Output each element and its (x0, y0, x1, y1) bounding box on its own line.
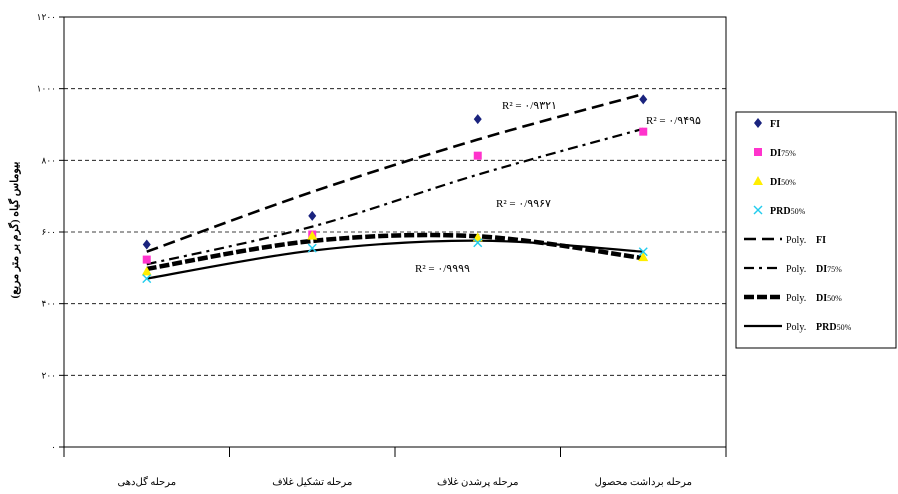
data-point-fi (473, 114, 482, 125)
legend-label-name: PRD (770, 206, 791, 217)
legend-label-prefix: Poly. (786, 293, 806, 304)
data-point-di50 (141, 266, 152, 276)
x-marker-stroke (473, 238, 483, 248)
data-point-prd50 (142, 274, 152, 284)
legend-label-pct: 75% (781, 149, 796, 158)
legend-label: FI (770, 119, 780, 130)
axes (59, 16, 727, 457)
x-marker-stroke (307, 243, 317, 253)
legend-marker (754, 148, 762, 156)
legend-label: PRD50% (770, 206, 806, 217)
r-squared-annotations: R² = ۰/۹۳۲۱ R² = ۰/۹۴۹۵ R² = ۰/۹۹۶۷ R² =… (415, 100, 701, 275)
data-point-di50 (307, 230, 318, 240)
r2-label-prd50: R² = ۰/۹۹۹۹ (415, 263, 470, 275)
y-tick-label: ۰ (51, 442, 56, 452)
category-label: مرحله پرشدن غلاف (437, 477, 519, 488)
y-tick-label: ۴۰۰ (41, 299, 56, 309)
r2-label-di75: R² = ۰/۹۴۹۵ (646, 115, 701, 127)
legend-label-prefix: Poly. (786, 264, 806, 275)
trend-line-fi (146, 92, 644, 253)
category-label: مرحله تشکیل غلاف (272, 477, 352, 488)
trend-lines (146, 92, 644, 280)
legend-label-prefix: Poly. (786, 235, 806, 246)
grid-lines (64, 16, 726, 376)
data-point-fi (639, 94, 648, 105)
legend-label: DI50% (816, 293, 842, 304)
legend-label-pct: 75% (827, 265, 842, 274)
category-labels: مرحله گل‌دهی مرحله تشکیل غلاف مرحله پرشدن … (117, 476, 692, 488)
category-label: مرحله گل‌دهی (117, 476, 176, 488)
r2-label-di50: R² = ۰/۹۹۶۷ (496, 198, 551, 210)
data-point-di75 (473, 151, 482, 160)
y-tick-label: ۶۰۰ (41, 227, 56, 237)
legend-marker (753, 176, 763, 185)
trend-line-prd50 (146, 239, 644, 280)
data-point-di50 (638, 252, 649, 262)
x-marker-stroke (638, 247, 648, 257)
y-tick-label: ۱۰۰۰ (37, 84, 56, 94)
y-tick-label: ۱۲۰۰ (37, 12, 56, 22)
legend-label: FI (816, 235, 826, 246)
data-point-prd50 (473, 238, 483, 248)
legend-label-name: FI (816, 235, 826, 246)
legend-label-name: DI (770, 177, 781, 188)
y-tick-labels: ۰ ۲۰۰ ۴۰۰ ۶۰۰ ۸۰۰ ۱۰۰۰ ۱۲۰۰ (37, 12, 56, 452)
data-point-di50 (472, 232, 483, 242)
category-label: مرحله برداشت محصول (595, 477, 692, 488)
y-tick-label: ۲۰۰ (41, 370, 56, 380)
legend-label: PRD50% (816, 322, 852, 333)
legend-label: DI75% (816, 264, 842, 275)
legend-label-pct: 50% (827, 294, 842, 303)
legend-label-name: DI (816, 293, 827, 304)
data-points (141, 94, 649, 284)
y-tick-label: ۸۰۰ (41, 155, 56, 165)
legend-label-name: DI (816, 264, 827, 275)
legend-marker (754, 118, 762, 128)
legend-marker (753, 205, 763, 215)
data-point-fi (308, 210, 317, 221)
x-marker-stroke (142, 274, 152, 284)
data-point-di75 (639, 127, 648, 136)
x-marker-stroke (753, 205, 763, 215)
legend-label-name: PRD (816, 322, 837, 333)
data-point-prd50 (638, 247, 648, 257)
legend-box (735, 111, 897, 349)
legend-label: DI75% (770, 148, 796, 159)
data-point-di75 (142, 255, 151, 264)
trend-line-di50 (146, 232, 644, 272)
data-point-prd50 (307, 243, 317, 253)
legend-label: DI50% (770, 177, 796, 188)
legend-label-name: DI (770, 148, 781, 159)
r2-label-fi: R² = ۰/۹۳۲۱ (502, 100, 557, 112)
data-point-fi (142, 239, 151, 250)
legend-label-prefix: Poly. (786, 322, 806, 333)
legend-label-pct: 50% (837, 323, 852, 332)
legend-label-pct: 50% (791, 207, 806, 216)
trend-line-di75 (146, 127, 644, 266)
y-axis-label: بیوماس گیاه (گرم بر متر مربع) (7, 162, 21, 299)
legend-label-pct: 50% (781, 178, 796, 187)
legend-label-name: FI (770, 119, 780, 130)
